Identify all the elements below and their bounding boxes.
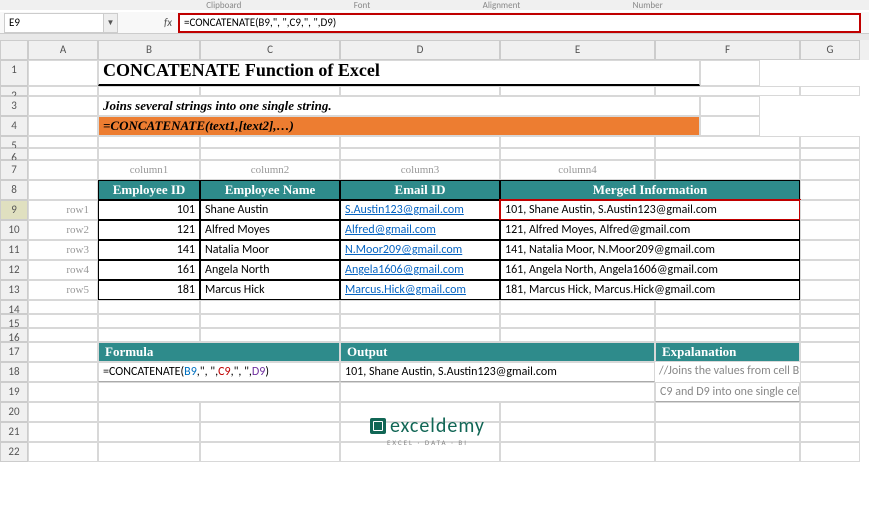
ribbon-hint: ClipboardFontAlignmentNumber: [0, 0, 869, 10]
email-link[interactable]: S.Austin123@gmail.com: [340, 200, 500, 220]
col-header-d[interactable]: D: [340, 40, 500, 60]
row-header[interactable]: 2: [0, 86, 28, 96]
row-annotation: row2: [28, 220, 98, 240]
select-all-corner[interactable]: [0, 40, 28, 60]
table-cell[interactable]: 161, Angela North, Angela1606@gmail.com: [500, 260, 800, 280]
email-link[interactable]: N.Moor209@gmail.com: [340, 240, 500, 260]
chevron-down-icon: ▼: [107, 18, 115, 28]
title-cell[interactable]: CONCATENATE Function of Excel: [98, 60, 700, 86]
row-1: 1 CONCATENATE Function of Excel: [0, 60, 869, 86]
table-cell[interactable]: Alfred Moyes: [200, 220, 340, 240]
row-17: 17 Formula Output Expalanation: [0, 342, 869, 362]
table-cell[interactable]: 161: [98, 260, 200, 280]
row-10: 10 row2 121 Alfred Moyes Alfred@gmail.co…: [0, 220, 869, 240]
table-cell[interactable]: 181, Marcus Hick, Marcus.Hick@gmail.com: [500, 280, 800, 300]
table-cell[interactable]: Natalia Moor: [200, 240, 340, 260]
col-header-c[interactable]: C: [200, 40, 340, 60]
merged-cell-highlighted[interactable]: 101, Shane Austin, S.Austin123@gmail.com: [500, 200, 800, 220]
row-annotation: row4: [28, 260, 98, 280]
logo-icon: [370, 418, 386, 434]
col-header-a[interactable]: A: [28, 40, 98, 60]
row-13: 13 row5 181 Marcus Hick Marcus.Hick@gmai…: [0, 280, 869, 300]
row-annotation: row1: [28, 200, 98, 220]
fx-icon[interactable]: fx: [158, 16, 178, 29]
row-7: 7 column1 column2 column3 column4: [0, 160, 869, 180]
row-11: 11 row3 141 Natalia Moor N.Moor209@gmail…: [0, 240, 869, 260]
cell[interactable]: [28, 60, 98, 86]
table-cell[interactable]: 121, Alfred Moyes, Alfred@gmail.com: [500, 220, 800, 240]
table-cell[interactable]: 141, Natalia Moor, N.Moor209@gmail.com: [500, 240, 800, 260]
table-cell[interactable]: 121: [98, 220, 200, 240]
output-header[interactable]: Output: [340, 342, 655, 362]
email-link[interactable]: Alfred@gmail.com: [340, 220, 500, 240]
row-18: 18 =CONCATENATE(B9,", ",C9,", ",D9) 101,…: [0, 362, 869, 382]
formula-row: E9 ▼ fx =CONCATENATE(B9,", ",C9,", ",D9): [0, 12, 869, 34]
row-9: 9 row1 101 Shane Austin S.Austin123@gmai…: [0, 200, 869, 220]
row-5: 5: [0, 136, 869, 148]
col-header-f[interactable]: F: [655, 40, 800, 60]
syntax-cell[interactable]: =CONCATENATE(text1,[text2],…): [98, 116, 700, 136]
row-header[interactable]: 3: [0, 96, 28, 116]
table-cell[interactable]: Marcus Hick: [200, 280, 340, 300]
col-header-e[interactable]: E: [500, 40, 655, 60]
formula-header[interactable]: Formula: [98, 342, 340, 362]
column-headers: A B C D E F G: [0, 40, 869, 60]
explanation-header[interactable]: Expalanation: [655, 342, 800, 362]
col-header-g[interactable]: G: [800, 40, 860, 60]
email-link[interactable]: Angela1606@gmail.com: [340, 260, 500, 280]
row-14: 14: [0, 300, 869, 314]
explanation-cell[interactable]: C9 and D9 into one single cell.: [655, 382, 800, 402]
explanation-cell[interactable]: //Joins the values from cell B9,: [655, 362, 800, 382]
row-15: 15: [0, 314, 869, 328]
table-cell[interactable]: 141: [98, 240, 200, 260]
row-annotation: row5: [28, 280, 98, 300]
table-header[interactable]: Employee ID: [98, 180, 200, 200]
row-header[interactable]: 4: [0, 116, 28, 136]
row-6: 6: [0, 148, 869, 160]
row-2: 2: [0, 86, 869, 96]
row-4: 4 =CONCATENATE(text1,[text2],…): [0, 116, 869, 136]
formula-cell[interactable]: =CONCATENATE(B9,", ",C9,", ",D9): [98, 362, 340, 382]
cell[interactable]: [28, 86, 98, 96]
col-header-b[interactable]: B: [98, 40, 200, 60]
row-3: 3 Joins several strings into one single …: [0, 96, 869, 116]
formula-bar[interactable]: =CONCATENATE(B9,", ",C9,", ",D9): [178, 13, 861, 33]
namebox-dropdown[interactable]: ▼: [104, 13, 118, 33]
subtitle-cell[interactable]: Joins several strings into one single st…: [98, 96, 700, 116]
col-annotation: column4: [500, 160, 655, 180]
cell[interactable]: [700, 60, 760, 86]
col-annotation: column1: [98, 160, 200, 180]
exceldemy-logo: exceldemy EXCEL · DATA · BI: [370, 414, 485, 447]
output-cell[interactable]: 101, Shane Austin, S.Austin123@gmail.com: [340, 362, 655, 382]
table-cell[interactable]: 101: [98, 200, 200, 220]
row-19: 19 C9 and D9 into one single cell.: [0, 382, 869, 402]
table-cell[interactable]: Angela North: [200, 260, 340, 280]
name-box[interactable]: E9: [4, 13, 104, 33]
col-annotation: column2: [200, 160, 340, 180]
table-cell[interactable]: 181: [98, 280, 200, 300]
row-12: 12 row4 161 Angela North Angela1606@gmai…: [0, 260, 869, 280]
email-link[interactable]: Marcus.Hick@gmail.com: [340, 280, 500, 300]
table-cell[interactable]: Shane Austin: [200, 200, 340, 220]
table-header[interactable]: Employee Name: [200, 180, 340, 200]
row-16: 16: [0, 328, 869, 342]
table-header[interactable]: Email ID: [340, 180, 500, 200]
row-8: 8 Employee ID Employee Name Email ID Mer…: [0, 180, 869, 200]
col-annotation: column3: [340, 160, 500, 180]
row-header[interactable]: 1: [0, 60, 28, 86]
table-header[interactable]: Merged Information: [500, 180, 800, 200]
row-annotation: row3: [28, 240, 98, 260]
